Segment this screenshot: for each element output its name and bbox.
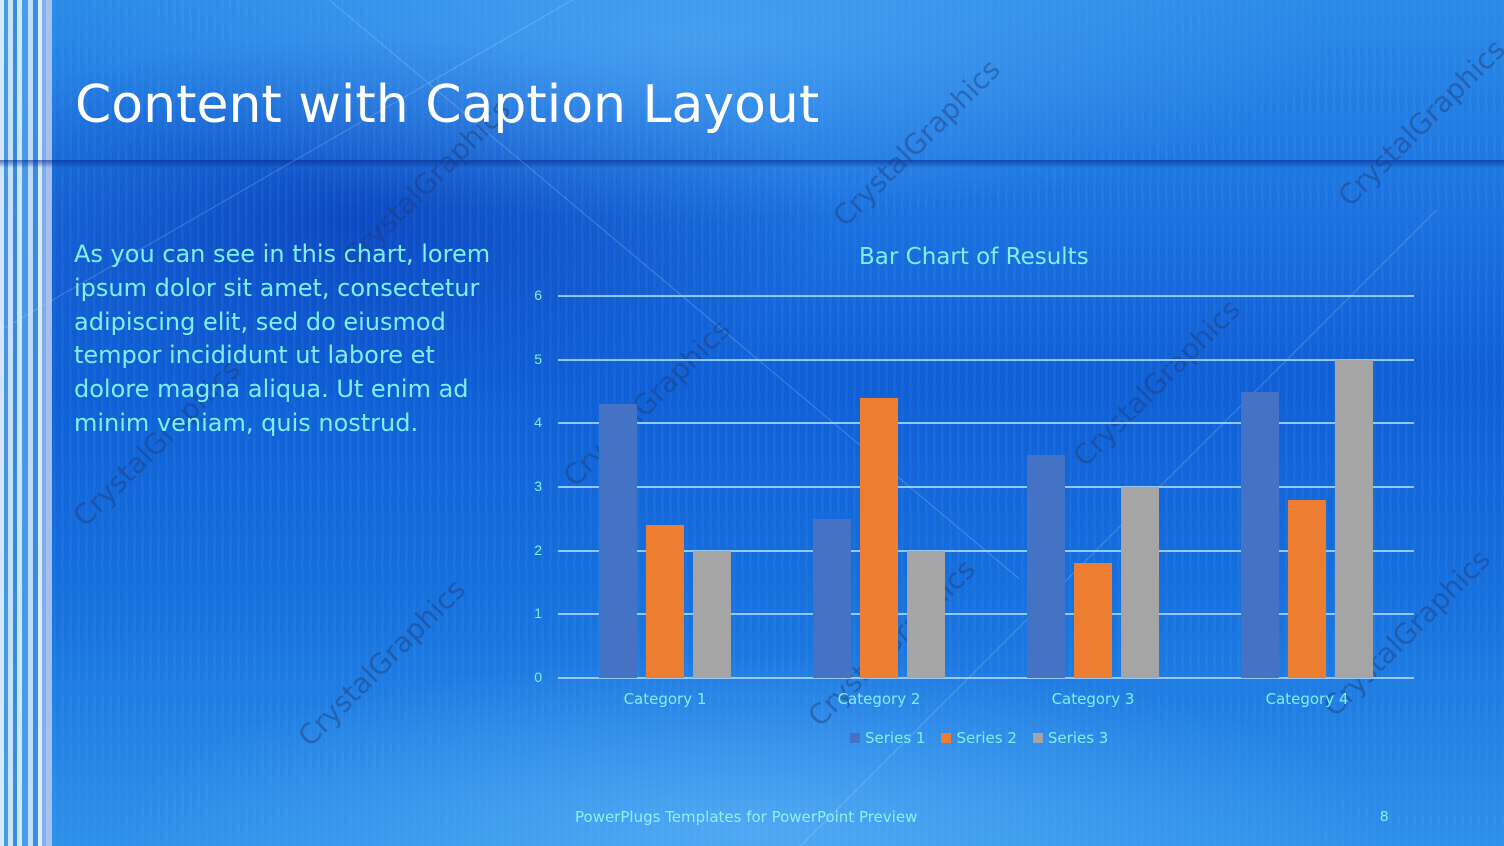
caption-text: As you can see in this chart, lorem ipsu…: [74, 240, 491, 437]
legend-item: Series 2: [941, 729, 1017, 747]
bar-series-3-category-2: [907, 550, 945, 678]
bar-series-1-category-3: [1027, 455, 1065, 678]
y-axis-tick-label: 4: [534, 414, 542, 431]
bar-series-1-category-1: [599, 404, 637, 678]
legend-swatch-icon: [850, 733, 860, 743]
legend-swatch-icon: [1032, 733, 1043, 743]
legend-label: Series 1: [865, 729, 926, 747]
gridline: [558, 549, 1414, 552]
gridline: [558, 295, 1414, 297]
y-axis-tick-label: 3: [534, 478, 542, 494]
legend-label: Series 2: [956, 729, 1017, 747]
y-axis-tick-label: 1: [534, 605, 542, 622]
bar-series-3-category-1: [693, 550, 731, 678]
bar-series-2-category-3: [1074, 563, 1112, 678]
bar-series-1-category-2: [813, 518, 851, 678]
gridline: [558, 358, 1414, 361]
watermark: CrystalGraphics: [826, 52, 1007, 233]
bar-series-2-category-2: [860, 397, 898, 678]
gridline: [558, 677, 1414, 679]
legend-item: Series 3: [1032, 729, 1109, 747]
bar-series-3-category-4: [1335, 359, 1373, 678]
title-band-divider: [0, 160, 1504, 168]
left-decorative-stripes: [0, 0, 52, 846]
chart-title: Bar Chart of Results: [859, 244, 1089, 270]
gridline: [558, 422, 1414, 425]
page-number: 8: [1380, 808, 1389, 825]
gridline: [558, 486, 1414, 488]
x-axis-category-label: Category 2: [837, 690, 921, 708]
x-axis-category-label: Category 4: [1265, 690, 1349, 708]
bar-series-1-category-4: [1241, 391, 1279, 678]
watermark: CrystalGraphics: [1331, 32, 1504, 213]
x-axis-category-label: Category 1: [623, 690, 707, 708]
gridline: [558, 613, 1414, 616]
chart-legend: Series 1 Series 2 Series 3: [850, 729, 1108, 747]
slide-title: Content with Caption Layout: [75, 74, 820, 135]
legend-item: Series 1: [850, 729, 925, 747]
bar-series-3-category-3: [1121, 487, 1159, 678]
y-axis-tick-label: 2: [534, 541, 542, 558]
y-axis-tick-label: 0: [534, 669, 542, 685]
watermark: CrystalGraphics: [291, 572, 472, 753]
legend-swatch-icon: [941, 733, 952, 743]
footer-text: PowerPlugs Templates for PowerPoint Prev…: [575, 808, 918, 826]
y-axis-tick-label: 6: [534, 287, 542, 303]
bar-series-2-category-4: [1288, 499, 1326, 678]
legend-label: Series 3: [1047, 729, 1109, 747]
bar-chart-plot-area: 0 1 2 3 4 5 6 Category 1 Category 2 Category 3 Cat…: [534, 287, 1414, 708]
bar-series-2-category-1: [646, 525, 684, 678]
x-axis-category-label: Category 3: [1051, 690, 1135, 708]
y-axis-tick-label: 5: [534, 350, 542, 367]
